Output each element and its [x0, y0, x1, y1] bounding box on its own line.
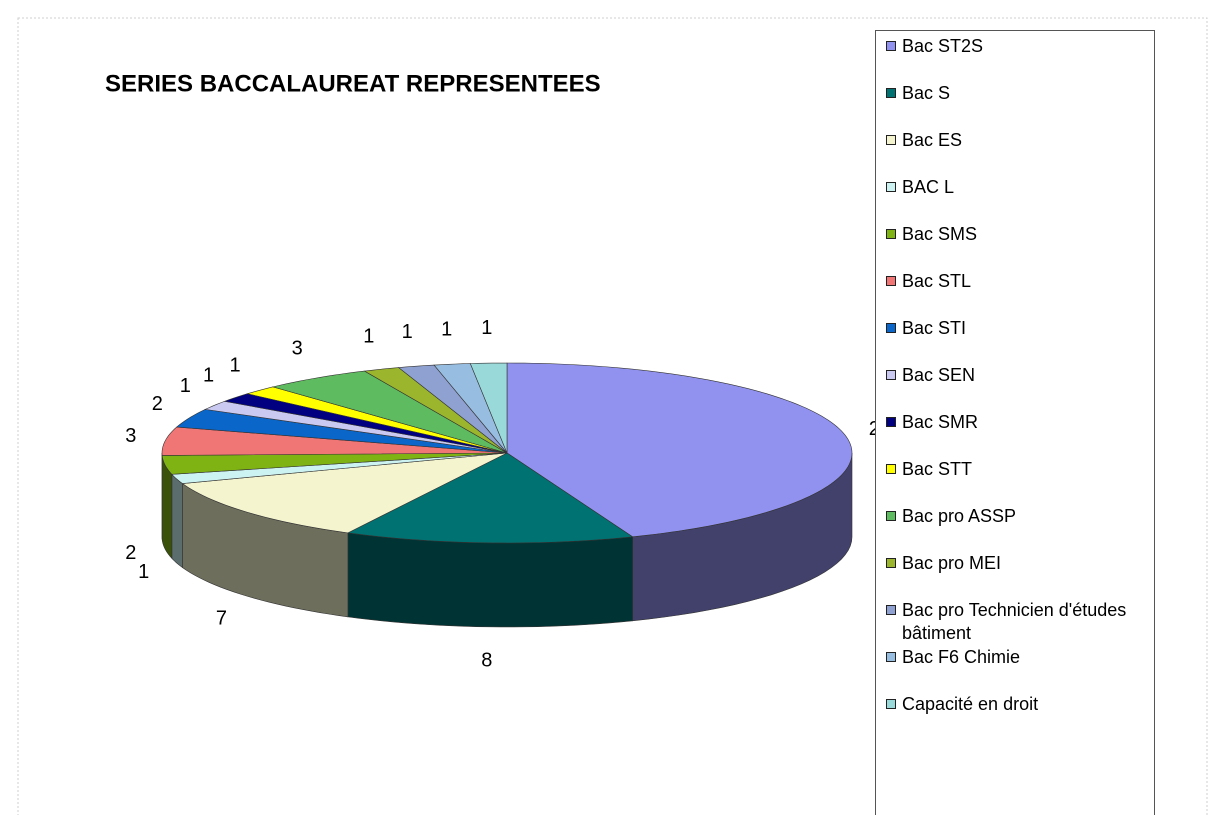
data-label: 1 — [138, 561, 149, 583]
legend-swatch — [886, 135, 896, 145]
legend-swatch — [886, 464, 896, 474]
data-label: 3 — [292, 338, 303, 360]
chart-title: SERIES BACCALAUREAT REPRESENTEES — [105, 70, 601, 97]
legend-swatch — [886, 699, 896, 709]
legend-swatch — [886, 605, 896, 615]
slice — [433, 363, 508, 454]
legend-label: Capacité en droit — [902, 694, 1039, 714]
legend-swatch — [886, 511, 896, 521]
data-label: 1 — [180, 375, 191, 397]
legend-label: Bac ST2S — [902, 36, 984, 56]
slice — [161, 426, 508, 456]
legend-label: Bac pro Technicien d'études bâtiment — [902, 600, 1127, 643]
data-labels: 2687123211131111 — [125, 317, 891, 672]
legend-swatch — [886, 417, 896, 427]
legend-item: Bac ES — [886, 129, 1151, 152]
slice — [506, 362, 853, 538]
legend-swatch — [886, 41, 896, 51]
legend-item: Bac pro Technicien d'études bâtiment — [886, 599, 1151, 645]
legend-label: Bac pro ASSP — [902, 506, 1017, 526]
slice — [346, 452, 634, 544]
slice — [181, 452, 508, 534]
legend-swatch — [886, 558, 896, 568]
data-label: 1 — [441, 318, 452, 340]
slice — [363, 367, 508, 454]
legend-swatch — [886, 229, 896, 239]
legend-item: Bac SMR — [886, 411, 1151, 434]
slice — [271, 370, 508, 454]
legend-item: Bac ST2S — [886, 35, 1151, 58]
legend-label: Bac S — [902, 83, 951, 103]
legend-label: BAC L — [902, 177, 955, 197]
slice — [246, 386, 508, 454]
legend-swatch — [886, 276, 896, 286]
legend-item: Bac SEN — [886, 364, 1151, 387]
data-label: 1 — [402, 321, 413, 343]
legend-item: Bac pro MEI — [886, 552, 1151, 575]
legend-item: Bac SMS — [886, 223, 1151, 246]
legend-item: Bac STL — [886, 270, 1151, 293]
legend-label: Bac ES — [902, 130, 963, 150]
data-label: 8 — [481, 650, 492, 672]
pie-sides — [161, 452, 853, 628]
legend-swatch — [886, 370, 896, 380]
data-label: 1 — [230, 354, 241, 376]
legend-item: Bac STI — [886, 317, 1151, 340]
chart-frame — [17, 17, 1208, 815]
legend-item: Bac pro ASSP — [886, 505, 1151, 528]
legend-swatch — [886, 182, 896, 192]
legend-label: Bac SEN — [902, 365, 976, 385]
legend-item: Bac S — [886, 82, 1151, 105]
slice-side — [171, 473, 183, 569]
legend: Bac ST2S Bac S Bac ES BAC L Bac SMS Bac STL Ba… — [875, 30, 1155, 815]
legend-label: Bac STT — [902, 459, 973, 479]
data-label: 1 — [363, 325, 374, 347]
slice — [469, 362, 508, 454]
slice — [175, 409, 508, 454]
legend-label: Bac STL — [902, 271, 972, 291]
legend-item: BAC L — [886, 176, 1151, 199]
slice — [161, 452, 508, 475]
legend-swatch — [886, 88, 896, 98]
data-label: 2 — [125, 542, 136, 564]
legend-label: Bac STI — [902, 318, 967, 338]
legend-label: Bac pro MEI — [902, 553, 1002, 573]
slice — [204, 400, 508, 454]
legend-item: Bac STT — [886, 458, 1151, 481]
slice-side — [347, 532, 633, 628]
legend-item: Bac F6 Chimie — [886, 646, 1151, 669]
legend-item: Capacité en droit — [886, 693, 1151, 716]
data-label: 3 — [125, 425, 136, 447]
legend-label: Bac F6 Chimie — [902, 647, 1021, 667]
slice — [171, 452, 508, 484]
pie-tops — [161, 362, 853, 544]
legend-label: Bac SMS — [902, 224, 978, 244]
data-label: 1 — [203, 364, 214, 386]
data-label: 1 — [481, 317, 492, 339]
slice — [223, 393, 508, 454]
data-label: 2 — [152, 393, 163, 415]
legend-label: Bac SMR — [902, 412, 979, 432]
slice — [397, 364, 508, 454]
data-label: 7 — [216, 607, 227, 629]
legend-swatch — [886, 652, 896, 662]
legend-swatch — [886, 323, 896, 333]
